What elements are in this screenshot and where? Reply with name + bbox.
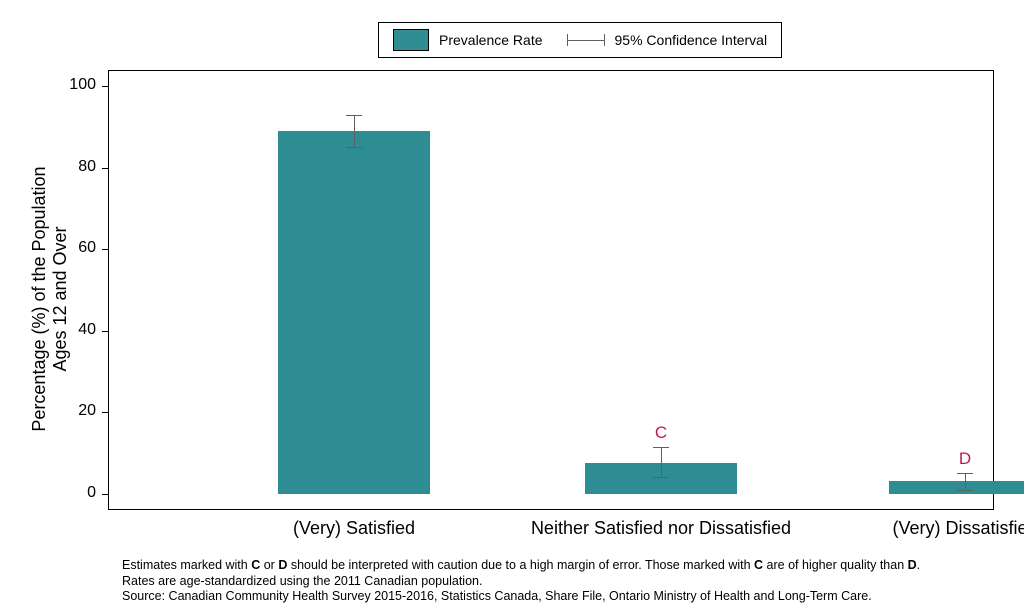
error-cap [653, 447, 669, 448]
error-bar [965, 473, 966, 490]
error-cap [653, 477, 669, 478]
error-cap [346, 115, 362, 116]
y-tick-mark [102, 168, 108, 169]
error-cap [346, 147, 362, 148]
legend: Prevalence Rate 95% Confidence Interval [378, 22, 782, 58]
legend-rate-swatch [393, 29, 429, 51]
y-tick-label: 100 [60, 76, 96, 94]
bar [278, 131, 430, 494]
x-category-label: (Very) Satisfied [194, 518, 514, 539]
error-bar [661, 447, 662, 478]
chart-container: Prevalence Rate95% Confidence Interval02… [0, 0, 1024, 614]
footnotes: Estimates marked with C or D should be i… [122, 558, 994, 605]
y-tick-mark [102, 331, 108, 332]
quality-marker: C [651, 423, 671, 443]
legend-rate-label: Prevalence Rate [439, 32, 543, 48]
y-tick-mark [102, 86, 108, 87]
y-tick-label: 0 [60, 484, 96, 502]
y-tick-mark [102, 494, 108, 495]
x-category-label: Neither Satisfied nor Dissatisfied [501, 518, 821, 539]
y-tick-mark [102, 412, 108, 413]
bar [889, 481, 1024, 493]
y-axis-title: Percentage (%) of the Population Ages 12… [29, 139, 71, 459]
error-cap [957, 473, 973, 474]
quality-marker: D [955, 449, 975, 469]
x-category-label: (Very) Dissatisfied [805, 518, 1024, 539]
y-tick-mark [102, 249, 108, 250]
plot-area [108, 70, 994, 510]
error-bar [354, 115, 355, 148]
legend-ci-marker [567, 32, 605, 48]
error-cap [957, 490, 973, 491]
legend-ci-label: 95% Confidence Interval [615, 32, 768, 48]
